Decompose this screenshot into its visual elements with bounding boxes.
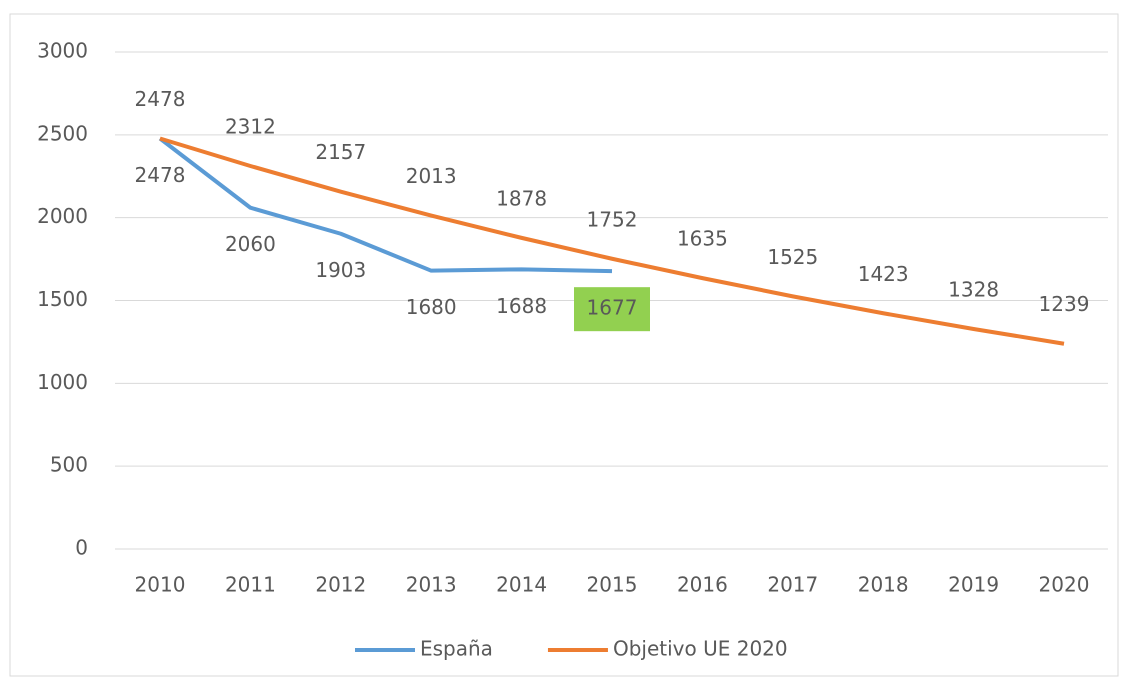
x-tick-label: 2010 <box>135 573 186 597</box>
data-label: 1752 <box>587 207 638 231</box>
y-tick-label: 0 <box>75 536 88 560</box>
data-label: 2312 <box>225 114 276 138</box>
data-label: 2478 <box>135 163 186 187</box>
series-line <box>158 136 613 274</box>
x-tick-label: 2019 <box>948 573 999 597</box>
y-tick-label: 1000 <box>37 370 88 394</box>
data-label: 2060 <box>225 232 276 256</box>
data-label: 1680 <box>406 295 457 319</box>
y-tick-label: 3000 <box>37 39 88 63</box>
data-label: 1525 <box>767 245 818 269</box>
data-label: 1688 <box>496 294 547 318</box>
legend-label: España <box>420 637 493 661</box>
y-tick-label: 2000 <box>37 204 88 228</box>
y-tick-label: 500 <box>50 453 88 477</box>
x-tick-label: 2015 <box>587 573 638 597</box>
data-label: 2478 <box>135 87 186 111</box>
series-line <box>159 136 1065 346</box>
x-tick-label: 2017 <box>767 573 818 597</box>
data-label: 1328 <box>948 277 999 301</box>
x-tick-label: 2011 <box>225 573 276 597</box>
label-highlight <box>574 287 650 332</box>
x-tick-label: 2012 <box>315 573 366 597</box>
data-label: 2157 <box>315 140 366 164</box>
data-label: 1239 <box>1039 292 1090 316</box>
x-tick-label: 2018 <box>858 573 909 597</box>
data-label: 1903 <box>315 258 366 282</box>
x-tick-label: 2013 <box>406 573 457 597</box>
x-tick-label: 2016 <box>677 573 728 597</box>
data-label: 1635 <box>677 227 728 251</box>
data-label: 1878 <box>496 186 547 210</box>
x-tick-label: 2014 <box>496 573 547 597</box>
data-label: 1423 <box>858 262 909 286</box>
y-tick-label: 2500 <box>37 121 88 145</box>
data-label: 1677 <box>587 296 638 320</box>
legend-label: Objetivo UE 2020 <box>613 637 788 661</box>
y-tick-label: 1500 <box>37 287 88 311</box>
data-label: 2013 <box>406 164 457 188</box>
x-tick-label: 2020 <box>1039 573 1090 597</box>
chart-frame <box>9 13 1119 677</box>
